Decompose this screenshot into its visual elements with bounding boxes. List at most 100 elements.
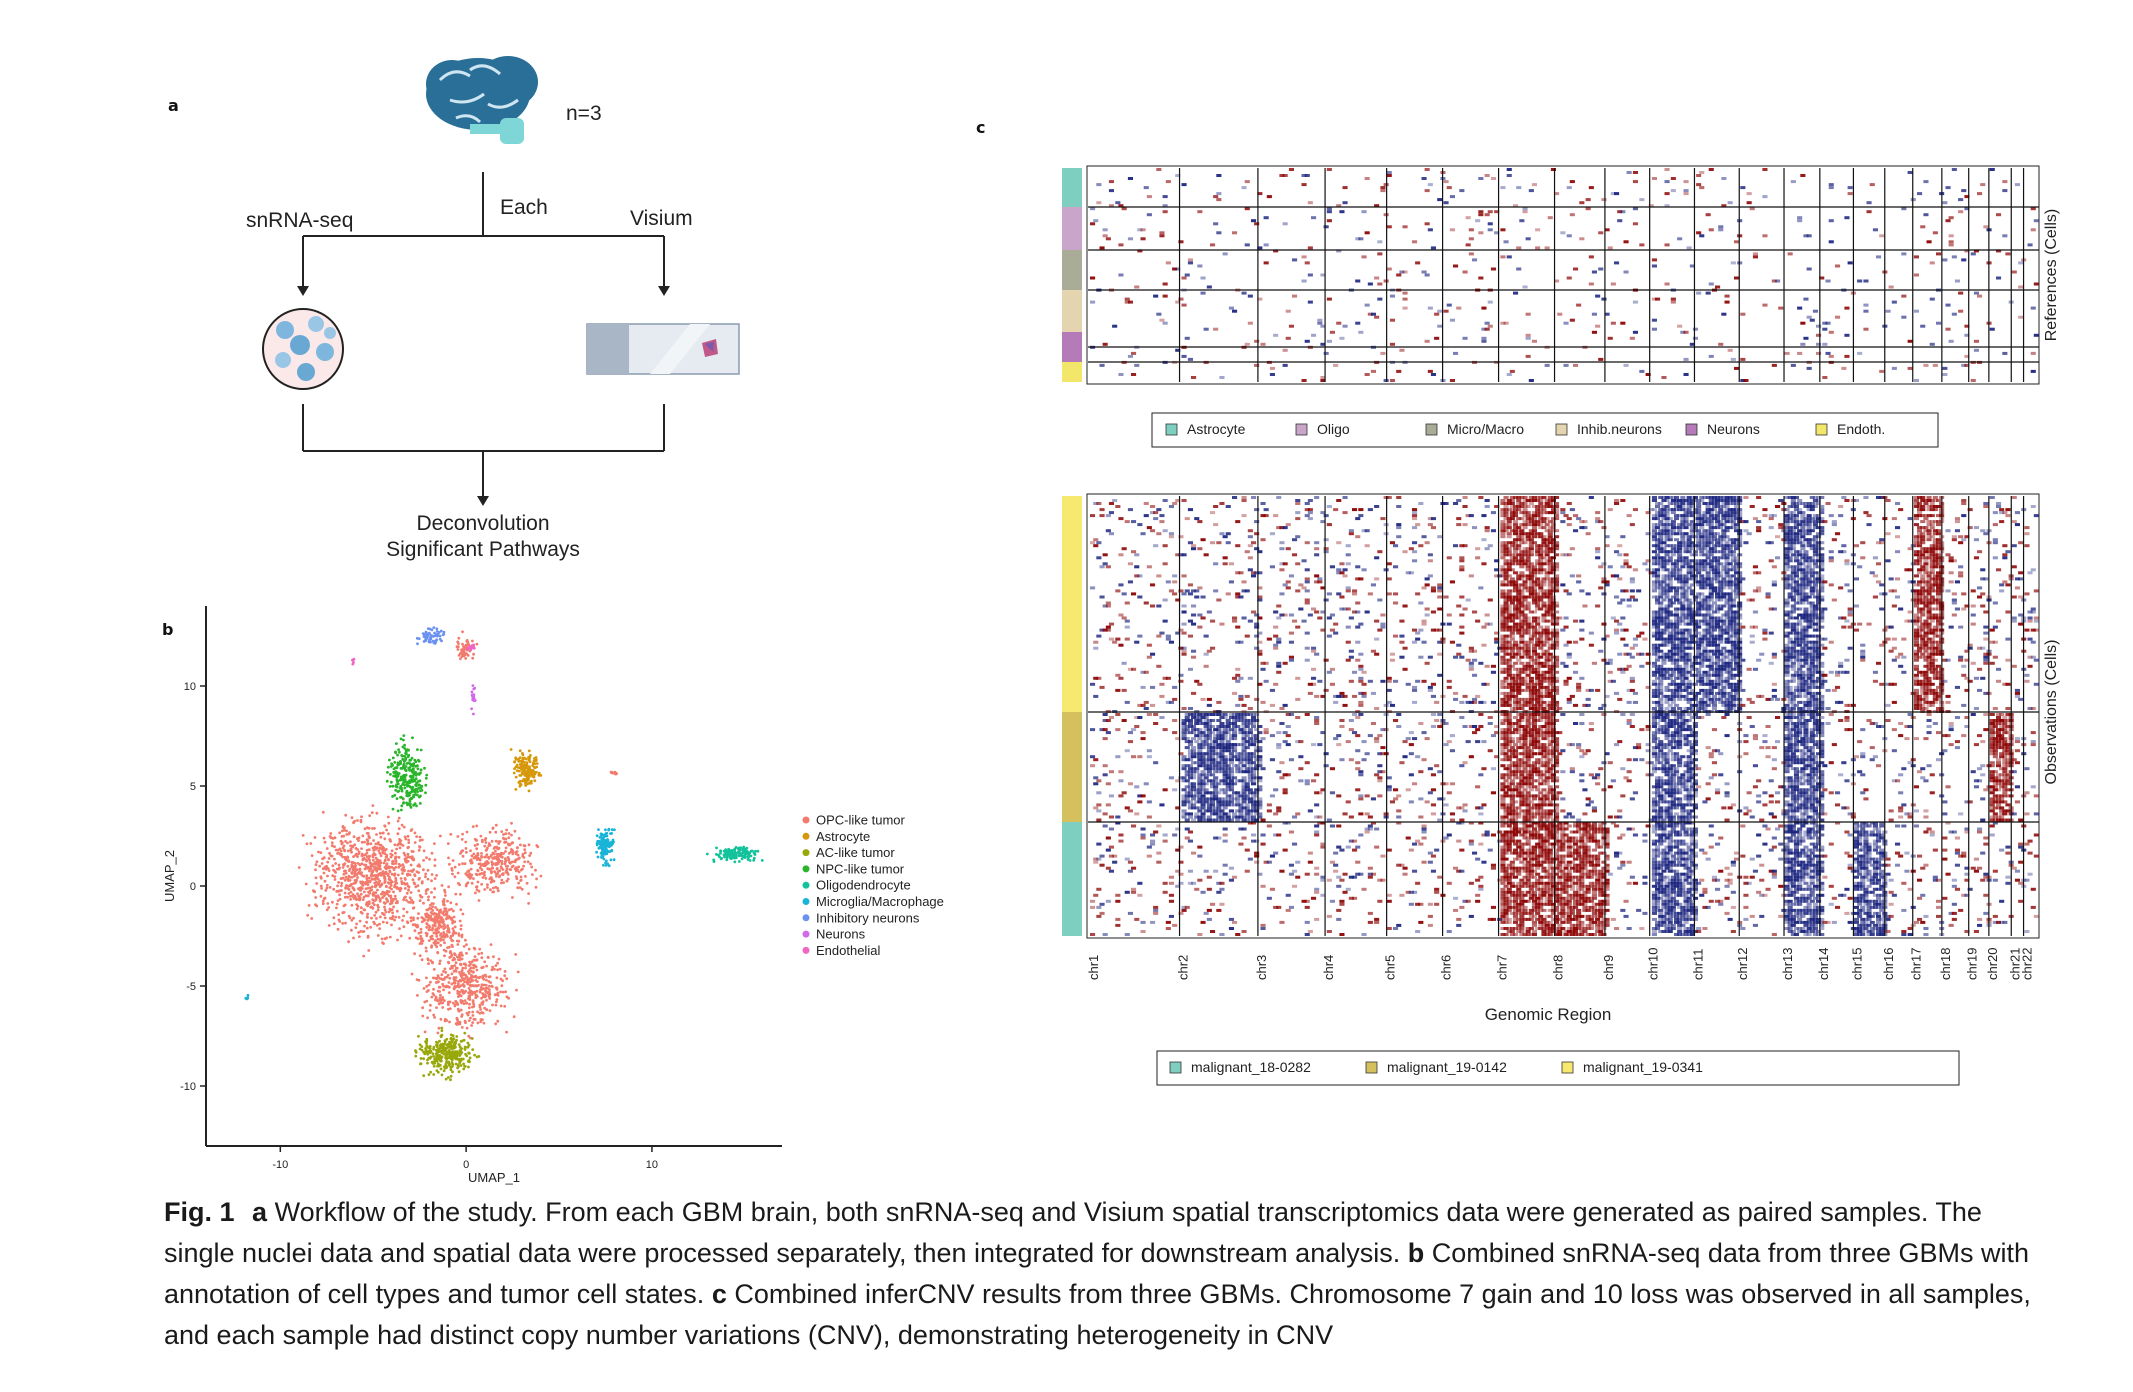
umap-point-1130 [492, 852, 496, 856]
umap-point-470 [402, 907, 406, 911]
umap-point-575 [392, 890, 395, 894]
umap-point-1785 [455, 902, 458, 906]
umap-point-602 [343, 878, 347, 882]
umap-point-2950 [429, 640, 432, 644]
umap-point-2662 [521, 753, 525, 757]
umap-point-1949 [429, 911, 433, 914]
heat-cell-obs-heat-1061 [2018, 541, 2024, 545]
umap-point-1928 [435, 919, 439, 923]
umap-point-2489 [412, 772, 416, 775]
heat-cell-ref-heat-161 [1465, 216, 1471, 220]
heat-cell-obs-heat-10 [1478, 496, 1484, 499]
umap-point-2969 [441, 633, 445, 637]
heat-cell-obs-heat-862 [1835, 532, 1841, 536]
umap-point-1613 [450, 972, 454, 976]
umap-point-1608 [448, 976, 452, 980]
heat-cell-ref-heat-416 [1632, 300, 1638, 304]
umap-point-1898 [435, 914, 438, 918]
umap-point-1124 [480, 882, 483, 886]
umap-point-1383 [446, 973, 450, 977]
umap-point-825 [391, 917, 394, 920]
heat-cell-obs-heat-272 [1156, 508, 1162, 512]
heat-cell-ref-heat-63 [1446, 186, 1452, 190]
umap-point-1159 [453, 875, 457, 879]
heat-cell-ref-heat-406 [1655, 297, 1661, 301]
umap-point-2229 [467, 1059, 471, 1062]
heat-cell-ref-heat-183 [1632, 222, 1638, 226]
umap-point-2834 [749, 849, 753, 853]
umap-point-388 [407, 869, 410, 873]
umap-point-1216 [484, 877, 488, 880]
umap-point-852 [374, 856, 378, 860]
umap-point-661 [354, 853, 358, 857]
umap-point-2188 [463, 1064, 466, 1068]
umap-point-2653 [514, 765, 518, 769]
umap-point-1827 [442, 938, 445, 942]
umap-point-643 [392, 905, 395, 909]
umap-point-1103 [480, 872, 484, 875]
umap-point-254 [341, 911, 345, 915]
umap-point-2603 [533, 779, 537, 783]
umap-point-1420 [456, 992, 460, 995]
umap-point-1589 [462, 1002, 466, 1006]
umap-point-1091 [510, 848, 513, 851]
umap-point-1088 [502, 881, 505, 884]
umap-point-3007 [459, 657, 462, 661]
heat-cell-obs-heat-932 [1200, 538, 1206, 542]
umap-point-356 [355, 898, 358, 901]
umap-point-482 [325, 886, 329, 890]
umap-point-2495 [399, 785, 403, 788]
heat-cell-ref-heat-46 [1923, 180, 1929, 184]
heat-cell-ref-heat-215 [1102, 234, 1108, 238]
umap-point-1163 [495, 845, 499, 849]
heat-cell-obs-heat-1153 [1528, 547, 1534, 551]
heat-cell-ref-heat-93 [1977, 192, 1983, 196]
heat-cell-obs-heat-1135 [1121, 547, 1127, 551]
umap-point-1544 [472, 966, 475, 970]
umap-point-1579 [478, 975, 482, 979]
umap-xtick-0: -10 [272, 1159, 288, 1171]
heat-cell-obs-heat-1133 [2011, 544, 2017, 548]
umap-point-1871 [447, 885, 450, 889]
umap-point-2220 [429, 1055, 433, 1059]
heat-cell-ref-heat-570 [1797, 351, 1803, 355]
umap-point-1762 [444, 949, 448, 953]
umap-point-1217 [516, 853, 520, 857]
umap-point-66 [323, 840, 327, 844]
heat-cell-ref-heat-325 [2011, 270, 2017, 274]
heat-cell-obs-heat-1142 [1323, 547, 1329, 551]
heat-cell-ref-heat-339 [1734, 276, 1740, 280]
umap-point-1776 [439, 934, 442, 937]
umap-point-1624 [473, 1018, 477, 1021]
umap-point-1323 [464, 938, 467, 942]
umap-point-1212 [504, 870, 508, 873]
heat-cell-ref-heat-177 [1090, 222, 1096, 226]
heat-cell-obs-heat-1167 [1677, 547, 1683, 551]
umap-point-1063 [494, 830, 498, 834]
umap-point-2388 [400, 804, 404, 808]
heat-cell-ref-heat-655 [1970, 379, 1976, 382]
heat-cell-ref-heat-434 [1797, 306, 1803, 310]
umap-point-1398 [452, 981, 456, 985]
heat-cell-obs-heat-993 [1216, 541, 1222, 545]
umap-point-680 [315, 882, 319, 885]
umap-point-2507 [397, 748, 400, 752]
heat-cell-ref-heat-16 [1907, 171, 1913, 174]
umap-point-2657 [523, 773, 527, 777]
heat-cell-obs-heat-578 [1670, 520, 1676, 524]
umap-point-1590 [457, 979, 460, 983]
umap-point-1631 [460, 989, 464, 992]
umap-point-2906 [731, 849, 734, 853]
heat-cell-ref-heat-358 [1708, 282, 1714, 286]
umap-point-3045 [472, 712, 475, 716]
umap-point-857 [353, 874, 356, 878]
umap-point-1047 [481, 876, 485, 879]
umap-point-2447 [396, 753, 399, 757]
umap-point-1948 [438, 919, 442, 923]
umap-point-104 [338, 831, 341, 835]
heat-cell-obs-heat-203 [1961, 502, 1967, 505]
heat-cell-ref-heat-288 [1472, 258, 1478, 262]
umap-point-176 [391, 911, 394, 915]
umap-point-3030 [470, 707, 473, 711]
umap-point-472 [376, 934, 380, 937]
